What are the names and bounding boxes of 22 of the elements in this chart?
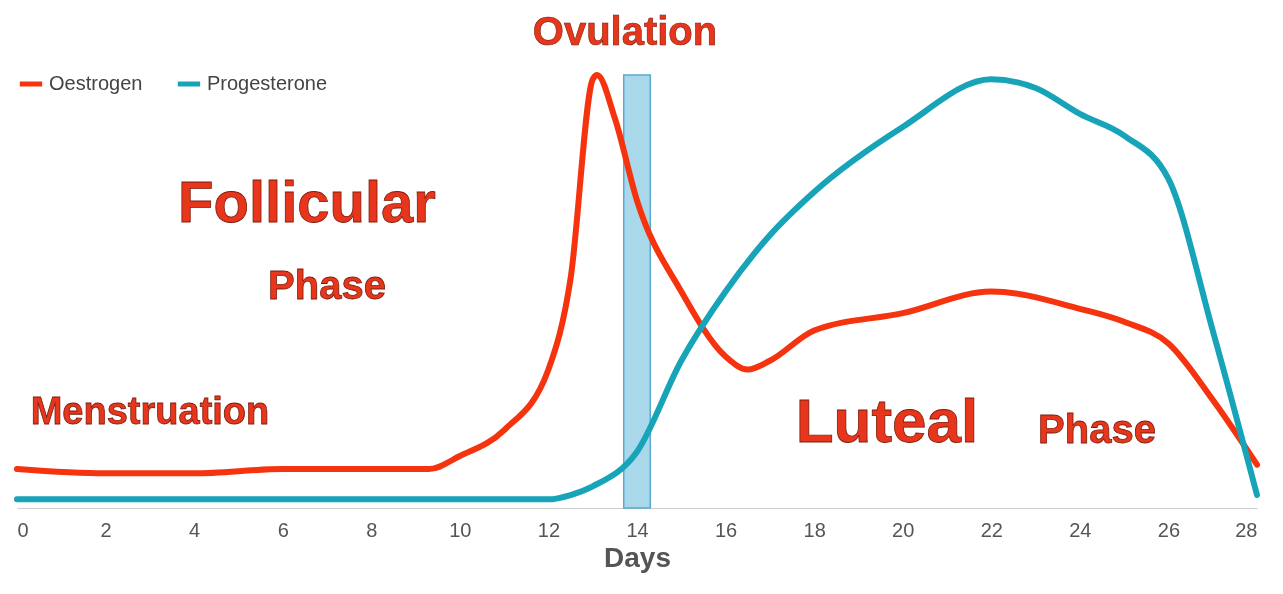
x-tick-label: 8 [366, 518, 378, 541]
x-tick-label: 4 [189, 518, 201, 541]
x-tick-label: 26 [1157, 518, 1181, 541]
legend-label: Progesterone [207, 72, 328, 94]
annotation: Menstruation [30, 390, 270, 432]
x-tick-label: 10 [449, 518, 472, 541]
x-tick-label: 18 [803, 518, 826, 541]
annotation: Follicular Phase [178, 169, 436, 307]
x-tick-label: 0 [17, 518, 29, 541]
x-tick-label: 14 [626, 518, 649, 541]
annotation: Luteal Phase [795, 386, 1156, 455]
x-tick-label: 12 [537, 518, 561, 541]
x-tick-label: 24 [1069, 518, 1092, 541]
x-tick-label: 20 [892, 518, 915, 541]
x-tick-label: 28 [1235, 518, 1258, 541]
x-tick-label: 22 [980, 518, 1003, 541]
band-label: Ovulation [532, 9, 718, 53]
legend-label: Oestrogen [49, 72, 143, 94]
x-tick-label: 16 [714, 518, 738, 541]
x-tick-label: 6 [277, 518, 289, 541]
x-tick-label: 2 [100, 518, 112, 541]
x-axis-title: Days [604, 541, 671, 573]
